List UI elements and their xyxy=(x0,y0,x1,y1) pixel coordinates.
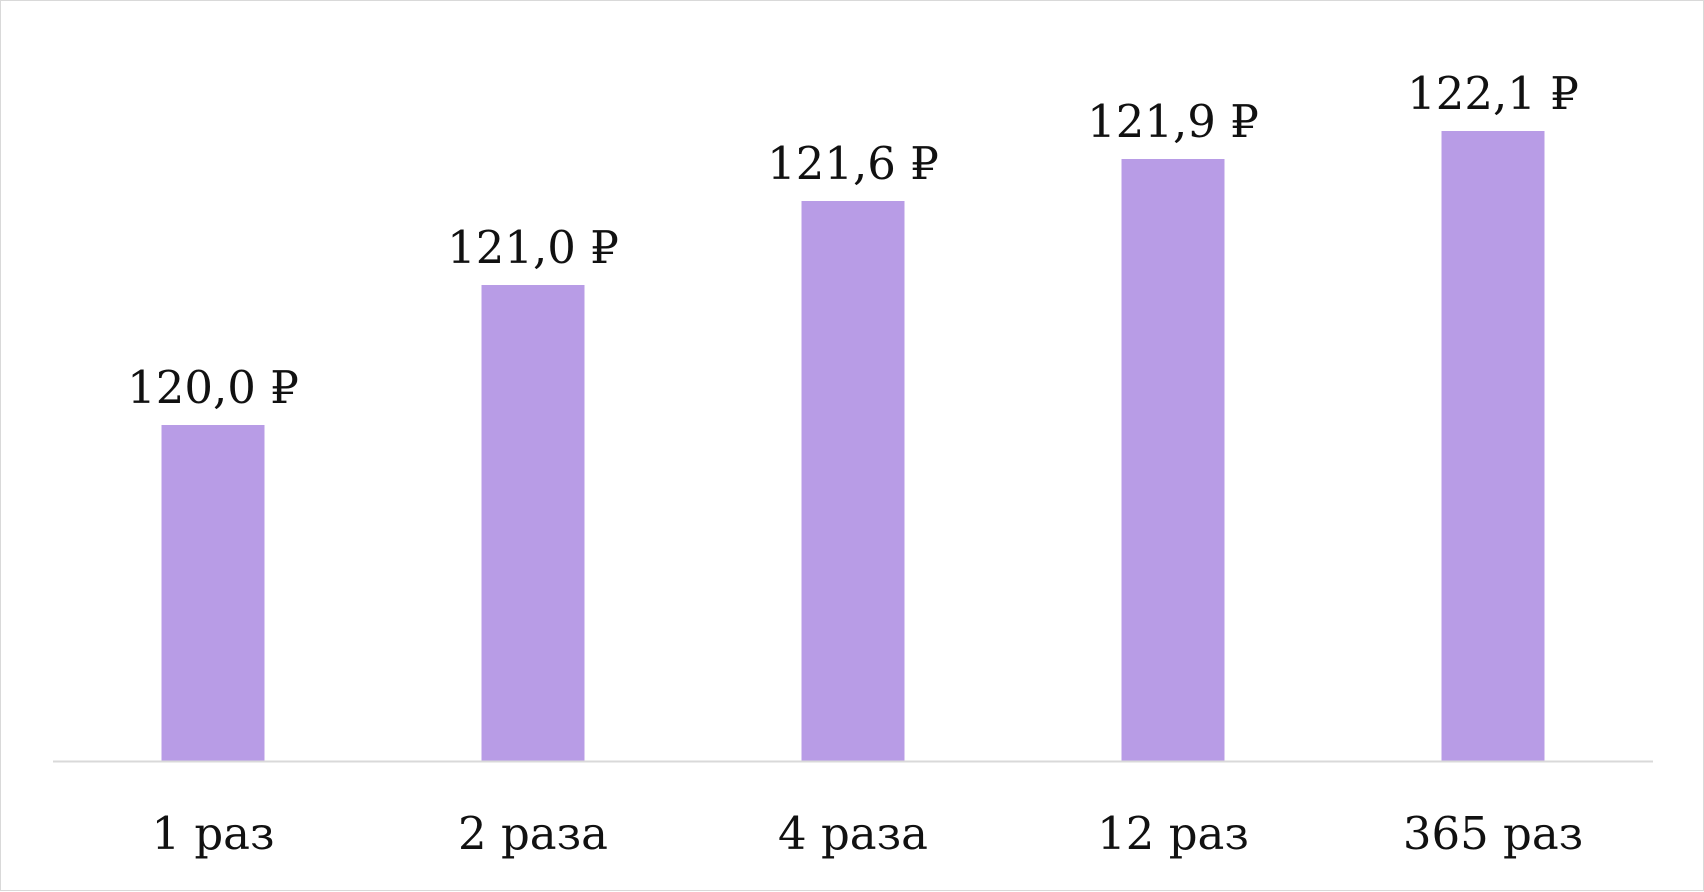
data-label-3: 121,6 ₽ xyxy=(767,137,939,190)
data-label-4: 121,9 ₽ xyxy=(1087,95,1259,148)
bar-2 xyxy=(481,285,585,761)
category-label-4: 12 раз xyxy=(1097,807,1249,860)
bar-3 xyxy=(801,201,905,761)
category-label-3: 4 раза xyxy=(778,807,928,860)
data-label-2: 121,0 ₽ xyxy=(447,221,619,274)
data-labels-group: 120,0 ₽ 121,0 ₽ 121,6 ₽ 121,9 ₽ 122,1 ₽ xyxy=(127,67,1579,414)
category-label-2: 2 раза xyxy=(458,807,608,860)
data-label-5: 122,1 ₽ xyxy=(1407,67,1579,120)
data-label-1: 120,0 ₽ xyxy=(127,361,299,414)
bar-5 xyxy=(1441,131,1545,761)
bar-1 xyxy=(161,425,265,761)
category-labels-group: 1 раз 2 раза 4 раза 12 раз 365 раз xyxy=(151,807,1583,860)
category-label-1: 1 раз xyxy=(151,807,274,860)
category-label-5: 365 раз xyxy=(1403,807,1583,860)
bar-4 xyxy=(1121,159,1225,761)
bars-group xyxy=(161,131,1545,761)
